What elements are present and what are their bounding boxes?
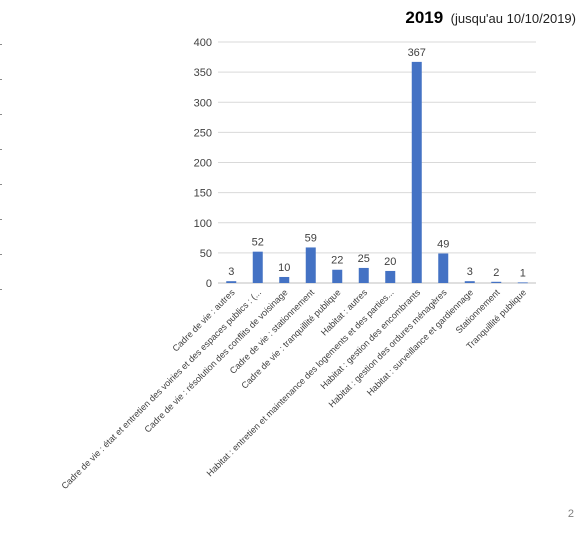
y-tick-label: 0 <box>206 278 212 290</box>
edge-tick <box>0 44 2 45</box>
y-tick-label: 150 <box>194 188 212 200</box>
y-tick-label: 350 <box>194 67 212 79</box>
edge-tick <box>0 79 2 80</box>
y-tick-label: 400 <box>194 37 212 49</box>
edge-tick <box>0 184 2 185</box>
data-label: 49 <box>437 238 449 250</box>
chart-title-note: (jusqu'au 10/10/2019) <box>450 11 576 26</box>
bar <box>411 61 422 283</box>
x-tick-label: Cadre de vie : état et entretien des voi… <box>59 287 263 491</box>
bar <box>438 253 449 283</box>
data-label: 59 <box>305 232 317 244</box>
bar <box>226 281 237 283</box>
bar <box>279 276 290 283</box>
data-label: 1 <box>520 267 526 279</box>
data-label: 20 <box>384 256 396 268</box>
x-tick-label: Habitat : autres <box>319 287 370 338</box>
data-label: 3 <box>467 266 473 278</box>
y-tick-label: 250 <box>194 127 212 139</box>
data-label: 367 <box>408 47 426 59</box>
edge-tick <box>0 149 2 150</box>
bar <box>385 270 396 283</box>
bar <box>517 282 528 284</box>
y-tick-label: 300 <box>194 97 212 109</box>
data-label: 22 <box>331 255 343 267</box>
y-tick-label: 50 <box>200 248 212 260</box>
edge-tick <box>0 254 2 255</box>
chart-title-year: 2019 <box>405 8 444 27</box>
bar <box>252 251 263 283</box>
edge-tick <box>0 219 2 220</box>
data-label: 3 <box>228 266 234 278</box>
bar <box>464 281 475 283</box>
chart-title: 2019 (jusqu'au 10/10/2019) <box>405 8 576 28</box>
edge-tick <box>0 289 2 290</box>
y-tick-label: 200 <box>194 158 212 170</box>
bar <box>332 269 343 283</box>
edge-tick <box>0 114 2 115</box>
bar <box>358 267 369 283</box>
page-number: 2 <box>567 508 574 520</box>
bar <box>305 247 316 283</box>
y-tick-label: 100 <box>194 218 212 230</box>
data-label: 10 <box>278 262 290 274</box>
data-label: 52 <box>252 237 264 249</box>
data-label: 2 <box>493 267 499 279</box>
data-label: 25 <box>358 253 370 265</box>
bar <box>491 281 502 283</box>
